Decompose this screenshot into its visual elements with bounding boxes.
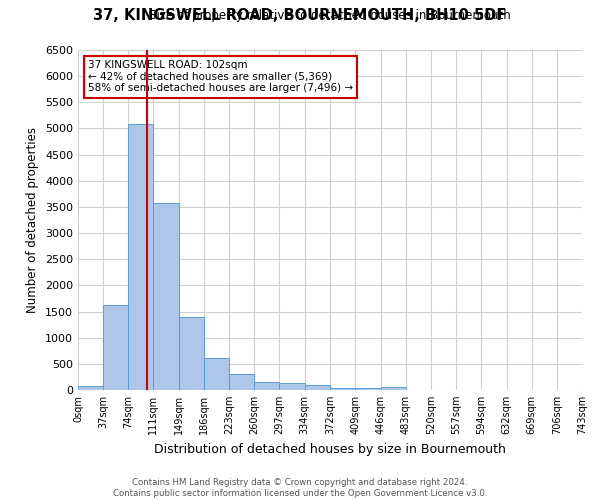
Bar	[103, 306, 128, 390]
Title: Size of property relative to detached houses in Bournemouth: Size of property relative to detached ho…	[149, 10, 511, 22]
Bar	[331, 388, 355, 390]
Bar	[380, 386, 406, 390]
Text: 37, KINGSWELL ROAD, BOURNEMOUTH, BH10 5DF: 37, KINGSWELL ROAD, BOURNEMOUTH, BH10 5D…	[94, 8, 506, 22]
Text: 37 KINGSWELL ROAD: 102sqm
← 42% of detached houses are smaller (5,369)
58% of se: 37 KINGSWELL ROAD: 102sqm ← 42% of detac…	[88, 60, 353, 94]
Text: Contains HM Land Registry data © Crown copyright and database right 2024.
Contai: Contains HM Land Registry data © Crown c…	[113, 478, 487, 498]
Bar	[355, 388, 380, 390]
Bar	[305, 385, 331, 390]
Bar	[128, 124, 153, 390]
Y-axis label: Number of detached properties: Number of detached properties	[26, 127, 40, 313]
Bar	[229, 374, 254, 390]
Bar	[204, 358, 229, 390]
Bar	[254, 382, 280, 390]
Bar	[280, 383, 305, 390]
Bar	[153, 202, 179, 390]
X-axis label: Distribution of detached houses by size in Bournemouth: Distribution of detached houses by size …	[154, 442, 506, 456]
Bar	[78, 386, 103, 390]
Bar	[179, 317, 204, 390]
